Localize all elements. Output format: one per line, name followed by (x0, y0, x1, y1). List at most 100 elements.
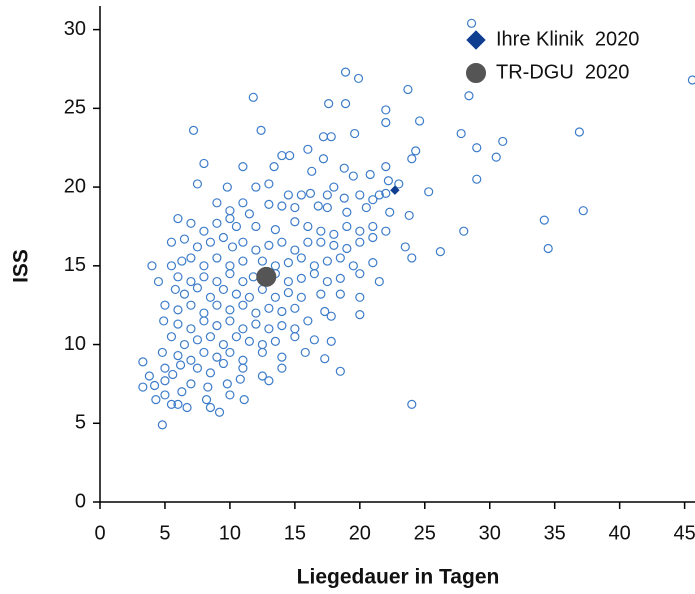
point (283, 276, 293, 287)
point (407, 253, 417, 263)
point (305, 188, 316, 198)
point (238, 324, 248, 334)
point (277, 352, 287, 362)
point (381, 117, 391, 128)
x-axis-title: Liegedauer in Tagen (297, 566, 500, 589)
point (322, 256, 332, 266)
x-tick-label: 5 (159, 522, 170, 544)
point (316, 289, 326, 299)
x-tick-label: 40 (609, 522, 631, 544)
point (225, 261, 235, 271)
point (212, 198, 222, 208)
x-tick-label: 10 (219, 522, 241, 544)
point (218, 358, 229, 369)
point (414, 116, 425, 126)
point (383, 176, 394, 186)
point (329, 229, 339, 239)
point (248, 272, 258, 282)
point (348, 261, 358, 271)
point (303, 221, 313, 232)
point (464, 91, 474, 101)
point (214, 407, 225, 417)
point (173, 213, 183, 224)
point (340, 67, 351, 77)
point (188, 125, 199, 135)
point (138, 357, 148, 367)
point (539, 215, 549, 225)
point (179, 339, 190, 350)
point (238, 276, 248, 287)
point (144, 371, 154, 381)
point (472, 143, 482, 153)
point (157, 420, 167, 430)
x-tick-label: 30 (479, 522, 501, 544)
point (231, 221, 242, 232)
point (368, 258, 378, 268)
point (222, 379, 232, 389)
point (303, 144, 313, 154)
point (307, 166, 317, 176)
point (157, 347, 167, 358)
point (574, 127, 584, 137)
point (374, 276, 384, 287)
point (350, 128, 360, 139)
point (251, 221, 261, 232)
point (322, 190, 332, 200)
point (264, 199, 274, 209)
point (303, 316, 313, 326)
point (192, 335, 203, 345)
point (290, 332, 300, 342)
point (456, 128, 466, 139)
point (270, 261, 280, 271)
point (192, 283, 203, 293)
point (264, 376, 274, 386)
point (238, 256, 248, 266)
point (339, 163, 349, 173)
point (238, 355, 248, 365)
point (199, 261, 209, 271)
point (407, 154, 417, 164)
point (182, 402, 192, 413)
point (238, 363, 248, 373)
point (381, 105, 391, 115)
point (186, 218, 196, 228)
point (264, 324, 274, 334)
point (296, 273, 306, 284)
point (424, 187, 434, 197)
point (435, 247, 445, 257)
point (368, 232, 378, 243)
y-tick-label: 20 (64, 175, 86, 197)
point (296, 292, 306, 302)
y-tick-label: 25 (64, 97, 86, 119)
point (251, 308, 261, 318)
point (201, 395, 212, 405)
point (381, 226, 391, 236)
point (285, 150, 295, 161)
x-tick-label: 15 (284, 522, 306, 544)
point (269, 162, 279, 172)
point (199, 316, 209, 326)
point (177, 387, 187, 397)
point (225, 347, 235, 358)
point (381, 162, 391, 172)
point (153, 276, 164, 287)
point (290, 245, 300, 255)
point (313, 201, 323, 211)
point (192, 242, 203, 252)
point (186, 300, 196, 310)
point (212, 300, 222, 310)
x-tick-label: 0 (94, 522, 105, 544)
point (257, 371, 267, 381)
point (235, 374, 245, 384)
point (179, 289, 190, 299)
point (170, 284, 180, 295)
point (212, 276, 222, 287)
point (212, 321, 222, 331)
point (403, 84, 413, 95)
point (212, 352, 222, 362)
point (192, 363, 203, 373)
point (175, 360, 186, 370)
point (342, 243, 352, 254)
point (365, 169, 375, 180)
